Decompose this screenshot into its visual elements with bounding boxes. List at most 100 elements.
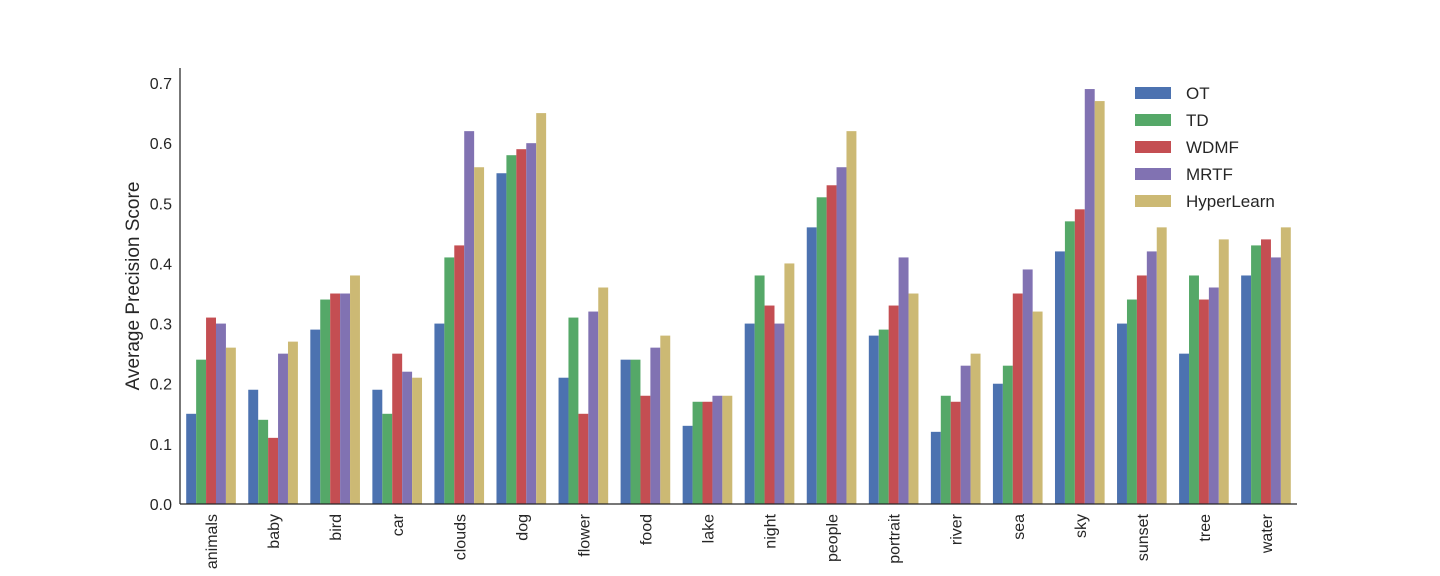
bar-sunset-hyperlearn: [1156, 227, 1167, 504]
legend-swatch-td: [1135, 114, 1171, 126]
bar-water-wdmf: [1261, 239, 1271, 504]
y-tick-label: 0.2: [150, 377, 172, 394]
bar-flower-mrtf: [588, 311, 599, 504]
bar-tree-td: [1189, 275, 1199, 504]
bar-lake-hyperlearn: [722, 395, 733, 504]
bar-dog-ot: [496, 173, 507, 504]
bar-sunset-td: [1126, 299, 1137, 504]
bar-food-ot: [620, 359, 631, 504]
x-tick-label: bird: [328, 514, 345, 541]
bar-bird-wdmf: [330, 293, 341, 504]
bar-animals-td: [196, 359, 207, 504]
x-tick-label: flower: [576, 513, 593, 556]
bar-night-td: [754, 275, 765, 504]
y-tick-label: 0.3: [150, 317, 172, 334]
bar-bird-hyperlearn: [350, 275, 360, 504]
bar-baby-hyperlearn: [287, 341, 298, 504]
bar-lake-wdmf: [702, 401, 713, 504]
legend-label-mrtf: MRTF: [1186, 165, 1233, 184]
bar-portrait-hyperlearn: [908, 293, 919, 504]
bar-car-ot: [372, 389, 383, 504]
bar-lake-mrtf: [712, 395, 723, 504]
x-tick-label: tree: [1197, 514, 1214, 542]
bar-people-hyperlearn: [846, 131, 857, 504]
x-tick-label: river: [949, 513, 966, 545]
legend-label-ot: OT: [1186, 84, 1210, 103]
x-tick-label: clouds: [452, 514, 469, 560]
legend: OT TD WDMF MRTF HyperLearn: [1135, 84, 1275, 211]
bar-clouds-ot: [434, 323, 445, 504]
bar-people-mrtf: [836, 167, 847, 504]
bar-food-hyperlearn: [660, 335, 671, 504]
bar-sunset-wdmf: [1136, 275, 1147, 504]
bar-flower-hyperlearn: [598, 287, 609, 504]
bar-dog-hyperlearn: [536, 113, 547, 504]
bar-animals-ot: [186, 413, 197, 504]
legend-label-td: TD: [1186, 111, 1209, 130]
x-tick-label: food: [638, 514, 655, 545]
x-tick-label: car: [390, 513, 407, 536]
bar-river-mrtf: [960, 365, 971, 504]
bar-tree-mrtf: [1208, 287, 1219, 504]
bar-dog-mrtf: [526, 143, 537, 504]
x-tick-label: baby: [266, 514, 283, 549]
legend-label-hyperlearn: HyperLearn: [1186, 192, 1275, 211]
bar-people-wdmf: [826, 185, 837, 504]
bar-bird-td: [320, 299, 331, 504]
bar-flower-td: [568, 317, 579, 504]
x-tick-label: dog: [514, 514, 531, 541]
bar-flower-ot: [558, 377, 569, 504]
bar-water-td: [1251, 245, 1262, 504]
bar-dog-wdmf: [516, 149, 527, 504]
y-tick-label: 0.1: [150, 437, 172, 454]
bar-baby-ot: [248, 389, 259, 504]
bar-flower-wdmf: [578, 413, 589, 504]
bar-sky-mrtf: [1084, 89, 1095, 504]
bar-sea-td: [1002, 365, 1013, 504]
bar-dog-td: [506, 155, 517, 504]
bar-river-td: [940, 395, 951, 504]
bar-car-mrtf: [402, 371, 413, 504]
bar-water-hyperlearn: [1280, 227, 1291, 504]
bar-river-ot: [930, 431, 941, 504]
bar-night-ot: [744, 323, 755, 504]
bar-portrait-td: [878, 329, 889, 504]
legend-swatch-hyperlearn: [1135, 195, 1171, 207]
bar-sea-ot: [992, 383, 1003, 504]
bar-sea-wdmf: [1012, 293, 1023, 504]
bar-portrait-ot: [868, 335, 879, 504]
bar-bird-mrtf: [340, 293, 351, 504]
bar-water-mrtf: [1270, 257, 1281, 504]
bar-tree-ot: [1179, 353, 1190, 504]
bar-clouds-hyperlearn: [474, 167, 485, 504]
x-tick-label: night: [763, 513, 780, 548]
legend-swatch-ot: [1135, 87, 1171, 99]
bar-bird-ot: [310, 329, 321, 504]
bar-night-hyperlearn: [784, 263, 795, 504]
x-tick-label: portrait: [887, 513, 904, 563]
bar-animals-mrtf: [215, 323, 226, 504]
bar-people-ot: [806, 227, 817, 504]
axes-group: [179, 68, 1297, 505]
bar-river-wdmf: [950, 401, 961, 504]
y-tick-label: 0.7: [150, 76, 172, 93]
bar-lake-ot: [682, 425, 693, 504]
bar-lake-td: [692, 401, 703, 504]
bar-sunset-mrtf: [1146, 251, 1157, 504]
bar-sea-hyperlearn: [1032, 311, 1043, 504]
y-axis-label: Average Precision Score: [123, 182, 144, 391]
legend-label-wdmf: WDMF: [1186, 138, 1239, 157]
bar-baby-wdmf: [268, 437, 279, 504]
bar-sky-td: [1064, 221, 1075, 504]
x-tick-label: sky: [1073, 514, 1090, 538]
bar-night-wdmf: [764, 305, 775, 504]
x-tick-label: people: [825, 514, 842, 562]
bar-sea-mrtf: [1022, 269, 1033, 504]
bar-portrait-mrtf: [898, 257, 909, 504]
bar-food-wdmf: [640, 395, 651, 504]
bar-animals-hyperlearn: [225, 347, 236, 504]
bar-tree-hyperlearn: [1218, 239, 1229, 504]
x-tick-label: sea: [1011, 514, 1028, 540]
x-tick-label: lake: [700, 514, 717, 543]
